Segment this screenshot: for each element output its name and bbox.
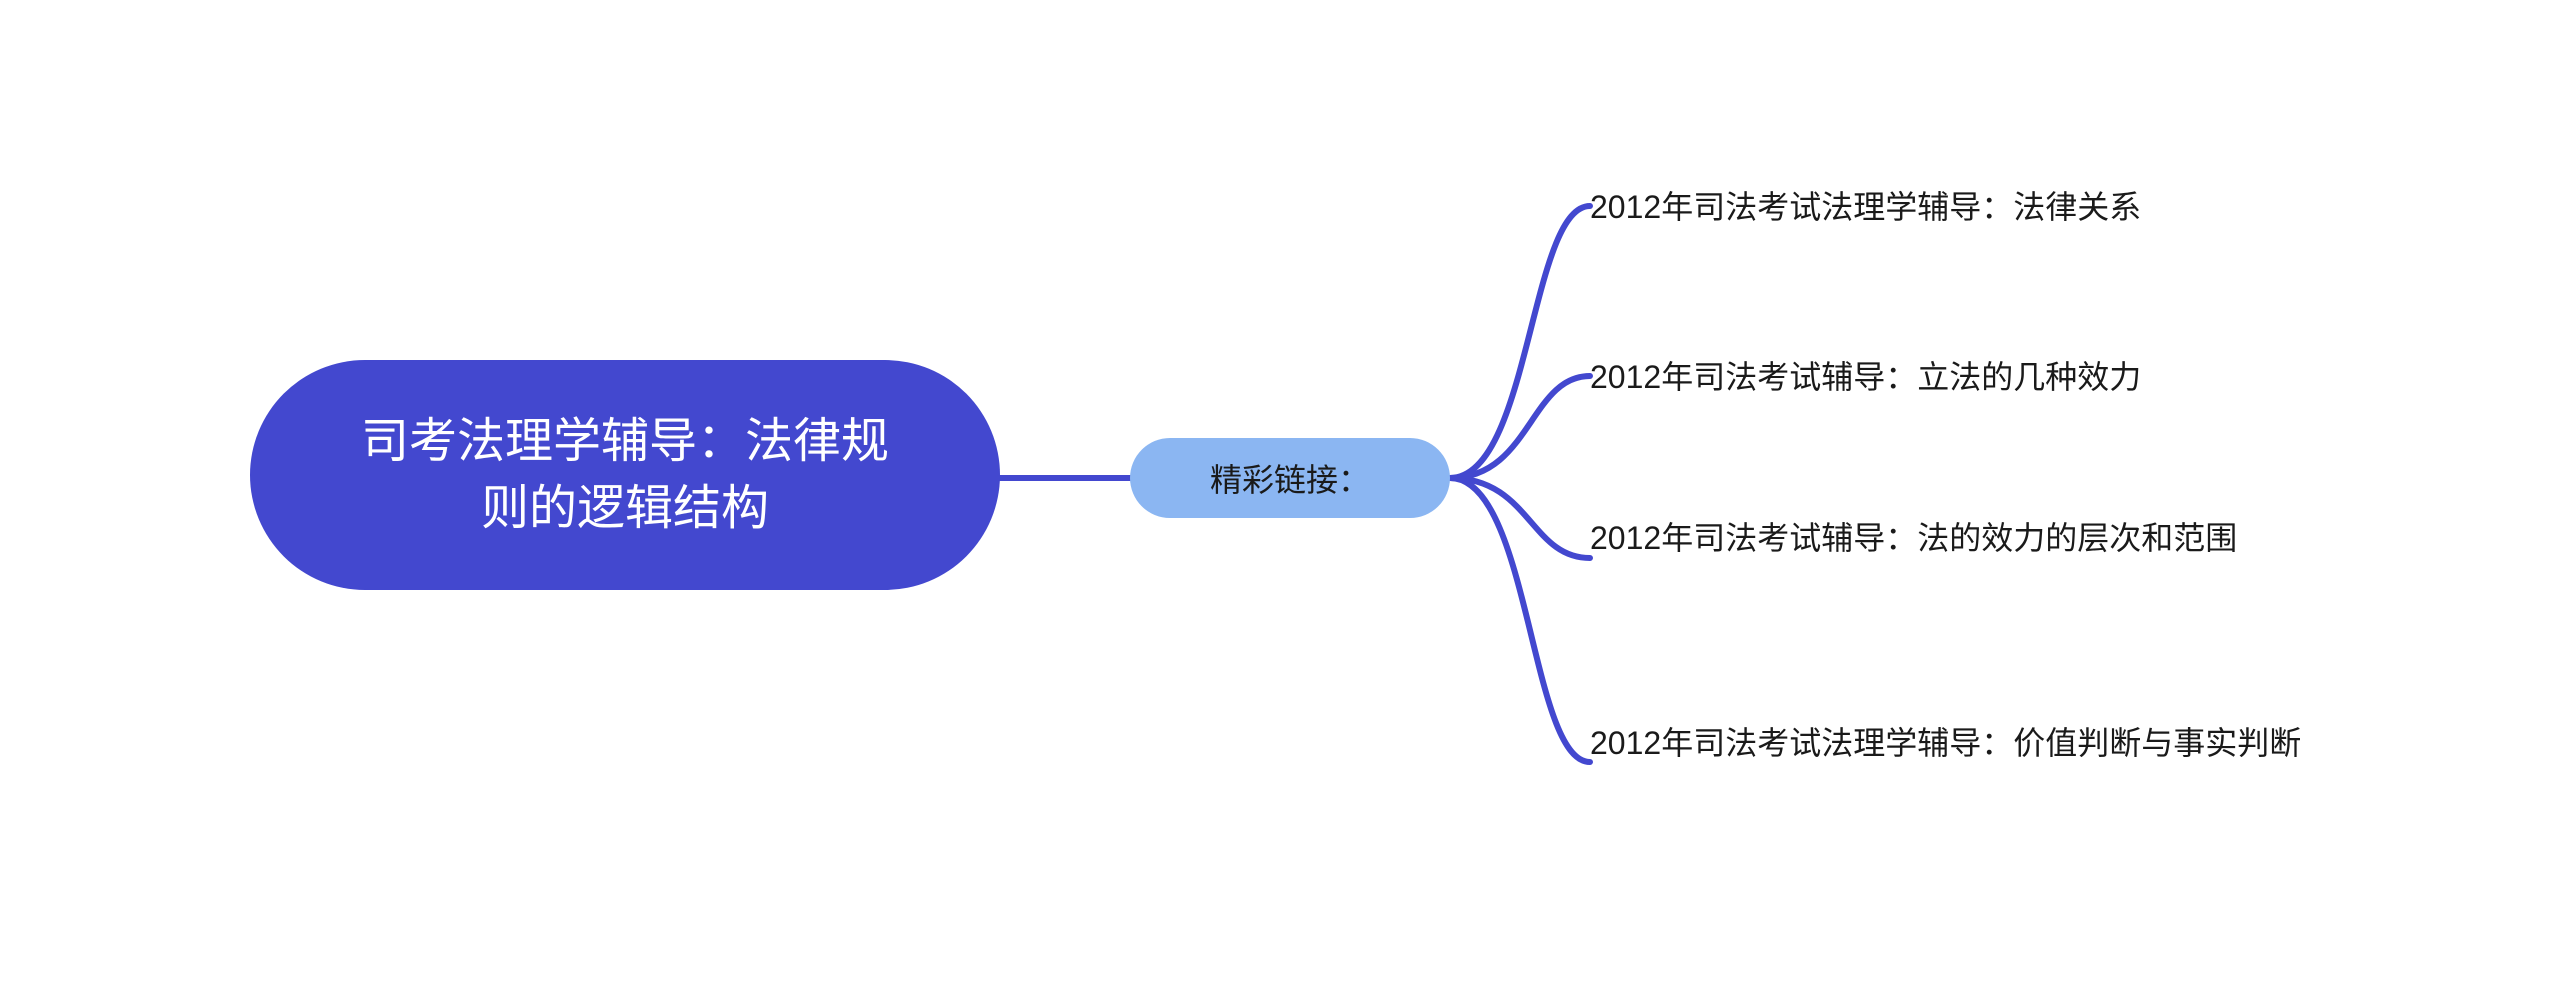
branch-node: 精彩链接： xyxy=(1130,438,1450,518)
leaf-node-label: 2012年司法考试法理学辅导：价值判断与事实判断 xyxy=(1590,720,2301,766)
root-node-label: 司考法理学辅导：法律规则的逻辑结构 xyxy=(361,408,889,542)
root-node: 司考法理学辅导：法律规则的逻辑结构 xyxy=(250,360,1000,590)
leaf-node: 2012年司法考试辅导：立法的几种效力 xyxy=(1590,354,2370,400)
leaf-node-label: 2012年司法考试辅导：法的效力的层次和范围 xyxy=(1590,515,2237,561)
leaf-node: 2012年司法考试法理学辅导：法律关系 xyxy=(1590,184,2370,230)
leaf-node-label: 2012年司法考试辅导：立法的几种效力 xyxy=(1590,354,2141,400)
leaf-node: 2012年司法考试法理学辅导：价值判断与事实判断 xyxy=(1590,720,2370,766)
leaf-node: 2012年司法考试辅导：法的效力的层次和范围 xyxy=(1590,515,2370,561)
leaf-node-label: 2012年司法考试法理学辅导：法律关系 xyxy=(1590,184,2141,230)
branch-node-label: 精彩链接： xyxy=(1210,455,1370,501)
mindmap-canvas: 司考法理学辅导：法律规则的逻辑结构 精彩链接： 2012年司法考试法理学辅导：法… xyxy=(0,0,2560,991)
